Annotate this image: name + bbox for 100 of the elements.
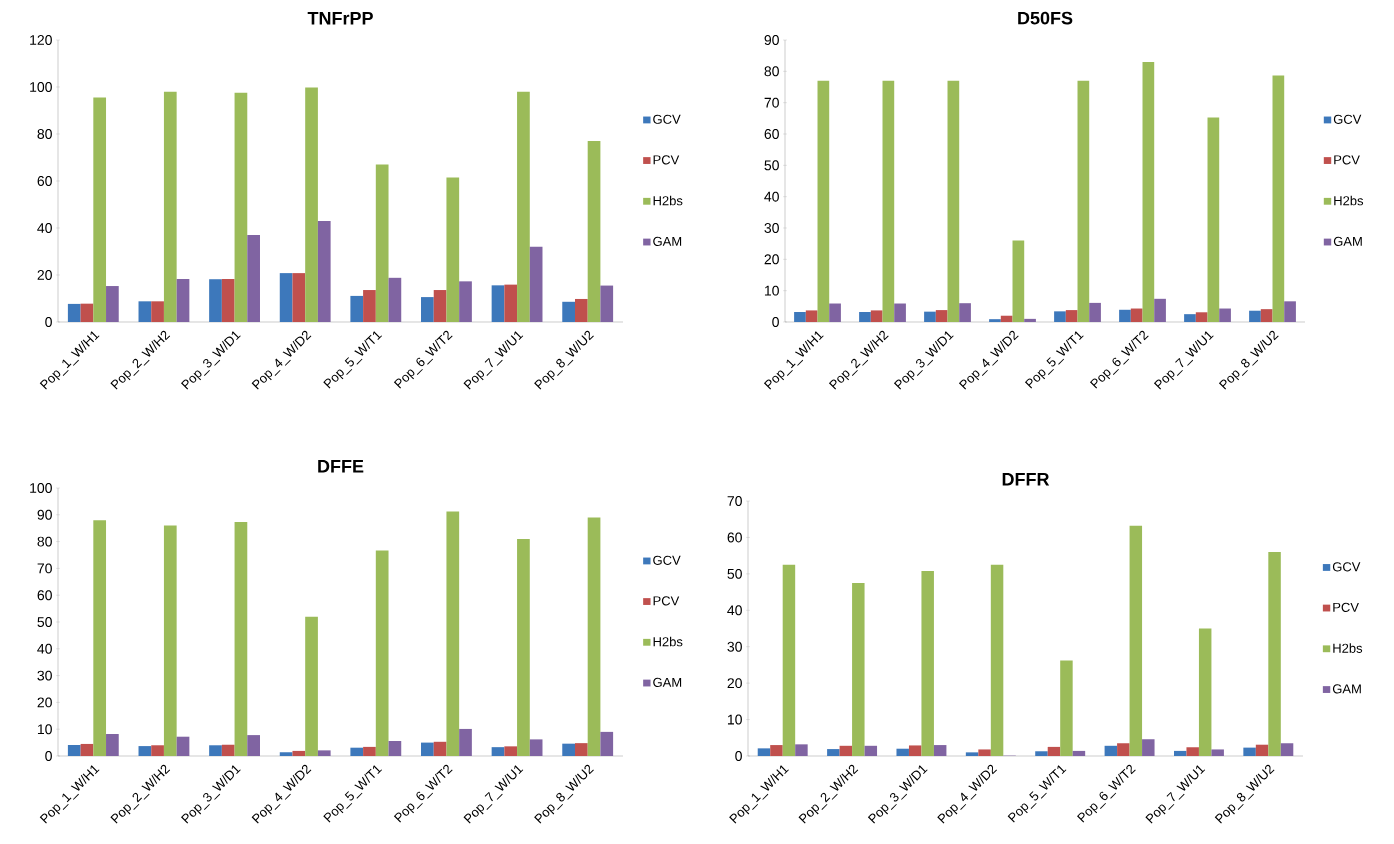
- bar: [1255, 744, 1269, 756]
- y-tick-label: 60: [727, 532, 742, 543]
- bar: [587, 141, 601, 322]
- y-tick-label: 90: [764, 35, 779, 45]
- y-tick-label: 20: [727, 678, 742, 689]
- y-tick-label: 40: [37, 643, 52, 654]
- y-tick-label: 40: [764, 191, 779, 202]
- legend-label: H2bs: [653, 195, 683, 206]
- bar: [221, 744, 235, 756]
- bar: [864, 745, 878, 756]
- bar: [388, 740, 402, 756]
- bar: [921, 570, 934, 756]
- y-tick-label: 100: [30, 483, 52, 493]
- bar: [1035, 751, 1048, 756]
- bar: [138, 746, 152, 756]
- bar: [247, 235, 260, 322]
- bar: [1211, 749, 1224, 756]
- y-tick-label: 0: [45, 317, 52, 327]
- bar: [935, 310, 948, 322]
- y-tick-label: 0: [45, 751, 52, 761]
- bar: [794, 311, 806, 322]
- bar: [317, 750, 331, 756]
- bar: [908, 745, 922, 756]
- bar: [894, 303, 906, 322]
- y-tick-label: 70: [764, 97, 779, 108]
- bar: [176, 736, 190, 756]
- y-tick-label: 80: [37, 129, 52, 139]
- y-tick-label: 10: [764, 285, 779, 296]
- y-tick-label: 20: [37, 697, 52, 708]
- bar: [1173, 750, 1187, 756]
- bar: [1195, 312, 1208, 322]
- bar: [896, 748, 909, 756]
- bar: [990, 564, 1004, 756]
- bar: [600, 285, 614, 322]
- bar: [1072, 750, 1086, 756]
- bar: [388, 277, 402, 322]
- bar: [1054, 311, 1066, 322]
- bar: [504, 284, 518, 322]
- y-tick-label: 60: [764, 129, 779, 139]
- bar: [1243, 747, 1256, 756]
- bar: [1219, 308, 1231, 322]
- bar: [1129, 525, 1143, 756]
- bar: [770, 745, 783, 756]
- bar: [80, 303, 94, 322]
- bar: [817, 80, 830, 322]
- chart-title: DFFE: [318, 460, 364, 473]
- y-tick-label: 60: [37, 590, 52, 601]
- legend-label: GAM: [1333, 236, 1362, 246]
- bar: [1249, 310, 1261, 322]
- bar: [1142, 61, 1155, 322]
- bar: [1186, 747, 1199, 756]
- bar: [882, 80, 895, 322]
- bar: [827, 749, 840, 756]
- bar: [279, 752, 293, 756]
- bar: [562, 743, 575, 756]
- bar: [978, 749, 991, 756]
- bar: [305, 87, 318, 322]
- legend-label: PCV: [1333, 602, 1359, 612]
- bar: [574, 298, 588, 322]
- bar: [433, 290, 447, 322]
- legend-label: GCV: [653, 555, 681, 565]
- y-tick-label: 30: [764, 223, 779, 233]
- bar: [163, 91, 177, 322]
- bar: [1130, 308, 1143, 322]
- bar: [1047, 746, 1061, 756]
- bar: [1272, 75, 1285, 322]
- y-tick-label: 20: [764, 254, 779, 265]
- bar: [363, 290, 376, 322]
- bar: [151, 745, 164, 756]
- bar: [1060, 660, 1073, 756]
- bar: [317, 220, 331, 322]
- bar: [350, 295, 364, 322]
- bar: [221, 278, 235, 322]
- bar: [151, 301, 164, 322]
- bar: [959, 303, 971, 322]
- bar: [1184, 314, 1196, 322]
- bar: [350, 747, 364, 756]
- bar: [292, 750, 306, 756]
- bar: [1284, 301, 1296, 322]
- bar: [1065, 310, 1078, 322]
- bar: [757, 748, 771, 756]
- bar: [459, 281, 472, 322]
- bar: [1024, 318, 1036, 322]
- bar: [517, 538, 530, 756]
- bar: [587, 517, 601, 756]
- bar: [363, 746, 376, 756]
- bar: [106, 286, 119, 322]
- y-tick-label: 50: [37, 617, 52, 627]
- bar: [491, 747, 505, 756]
- y-tick-label: 60: [37, 176, 52, 186]
- bar: [163, 525, 177, 756]
- bar: [870, 310, 883, 322]
- bar: [67, 303, 81, 322]
- y-tick-label: 70: [727, 496, 742, 506]
- bar: [1154, 298, 1166, 322]
- y-tick-label: 80: [764, 66, 779, 77]
- bar: [805, 310, 818, 322]
- bar: [933, 745, 947, 756]
- legend-label: GAM: [653, 236, 682, 246]
- bar: [859, 311, 871, 322]
